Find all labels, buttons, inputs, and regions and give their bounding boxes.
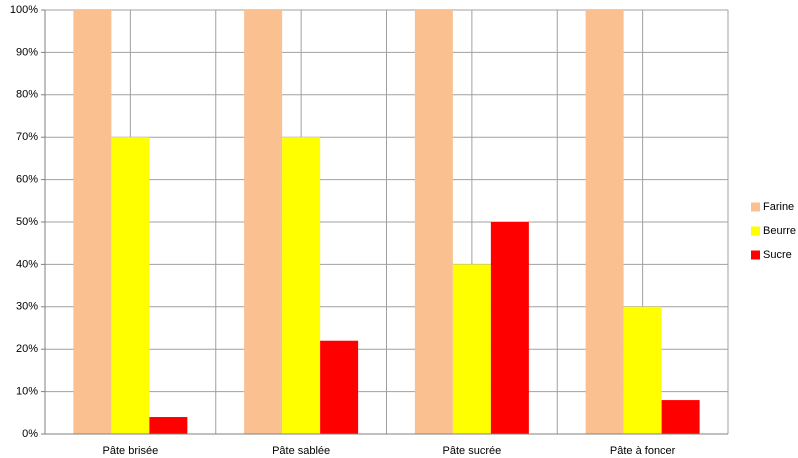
y-tick-label: 50%: [16, 216, 38, 228]
y-tick-label: 90%: [16, 46, 38, 58]
bar: [244, 10, 283, 434]
legend-swatch: [751, 202, 760, 212]
y-tick-label: 80%: [16, 89, 38, 101]
y-tick-label: 30%: [16, 301, 38, 313]
legend-swatch: [751, 250, 760, 260]
bar: [661, 400, 700, 434]
bar: [414, 10, 453, 434]
x-tick-label: Pâte brisée: [103, 445, 159, 457]
bar: [320, 340, 359, 434]
x-tick-label: Pâte à foncer: [610, 445, 676, 457]
legend-label: Beurre: [763, 225, 796, 237]
bar: [585, 10, 624, 434]
legend-swatch: [751, 226, 760, 236]
legend-label: Sucre: [763, 249, 792, 261]
y-tick-label: 100%: [10, 4, 38, 16]
y-tick-label: 60%: [16, 174, 38, 186]
x-tick-label: Pâte sablée: [272, 445, 330, 457]
bar: [149, 417, 188, 434]
y-tick-label: 0%: [22, 428, 38, 440]
x-tick-label: Pâte sucrée: [443, 445, 502, 457]
legend-label: Farine: [763, 201, 794, 213]
bar: [282, 137, 321, 434]
bar: [452, 264, 491, 434]
y-tick-label: 10%: [16, 386, 38, 398]
y-tick-label: 20%: [16, 343, 38, 355]
bar: [490, 222, 529, 434]
bar: [111, 137, 150, 434]
bar: [73, 10, 112, 434]
bar: [623, 306, 662, 434]
y-tick-label: 70%: [16, 131, 38, 143]
y-tick-label: 40%: [16, 258, 38, 270]
